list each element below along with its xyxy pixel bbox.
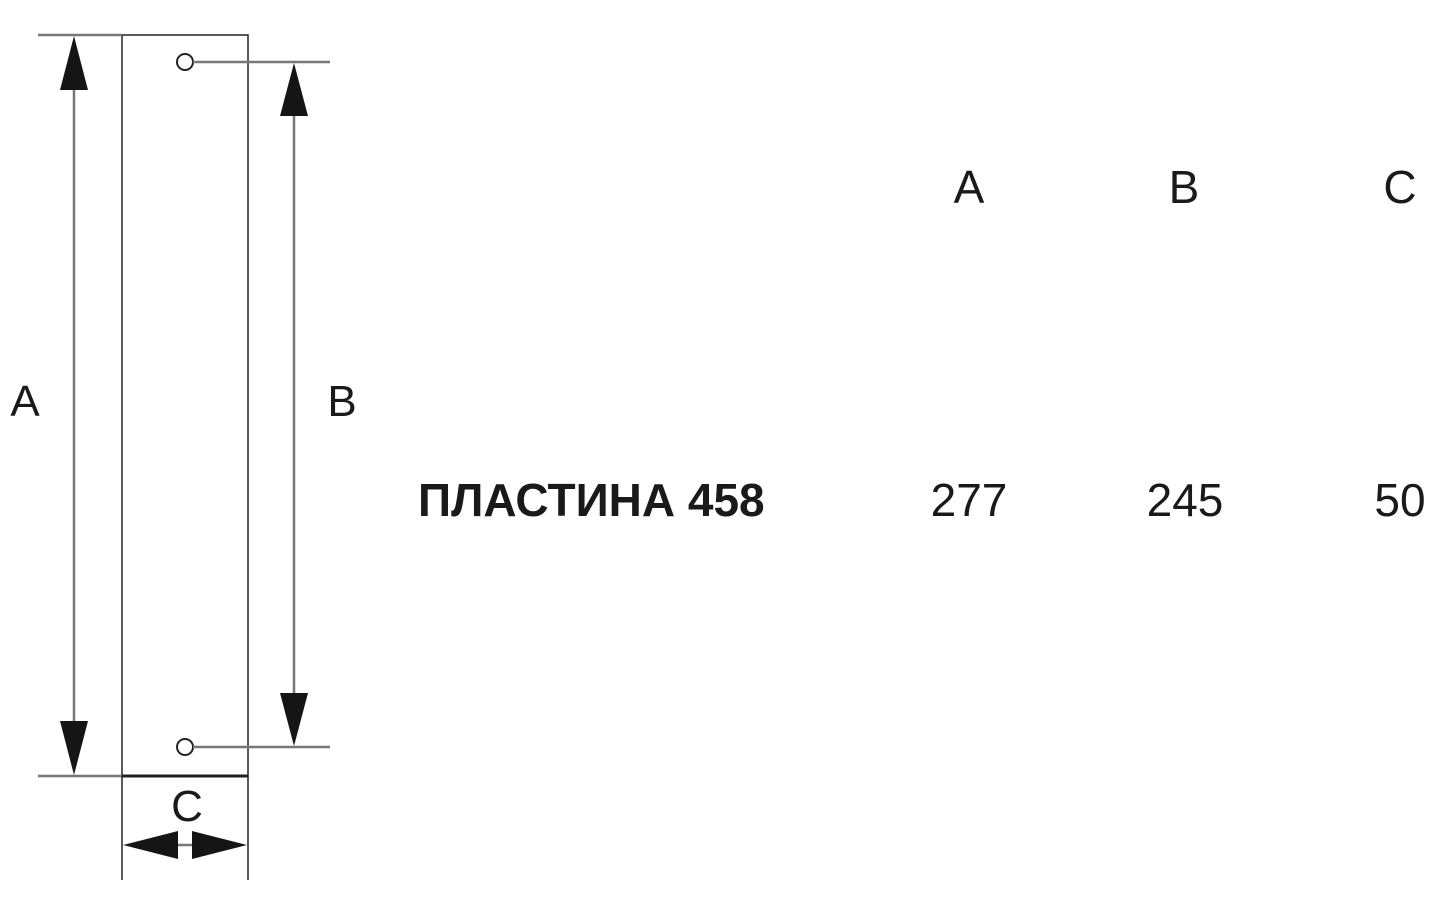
mounting-hole-top (176, 53, 194, 71)
plate-outline (121, 34, 249, 777)
header-a: A (953, 161, 985, 213)
row-product-name: ПЛАСТИНА 458 (418, 474, 765, 526)
b-arrow-down-icon (280, 693, 308, 746)
header-c: C (1383, 161, 1417, 213)
dimension-label-c: C (171, 782, 203, 831)
a-arrow-up-icon (60, 36, 88, 90)
dimension-label-a: A (10, 377, 40, 426)
value-a: 277 (930, 474, 1008, 526)
dimension-label-b: B (327, 377, 356, 426)
mounting-hole-bottom (176, 738, 194, 756)
a-arrow-down-icon (60, 721, 88, 775)
c-arrow-left-icon (123, 831, 178, 859)
b-arrow-up-icon (280, 63, 308, 116)
value-b: 245 (1146, 474, 1224, 526)
value-c: 50 (1374, 474, 1426, 526)
header-b: B (1168, 161, 1200, 213)
c-arrow-right-icon (192, 831, 247, 859)
